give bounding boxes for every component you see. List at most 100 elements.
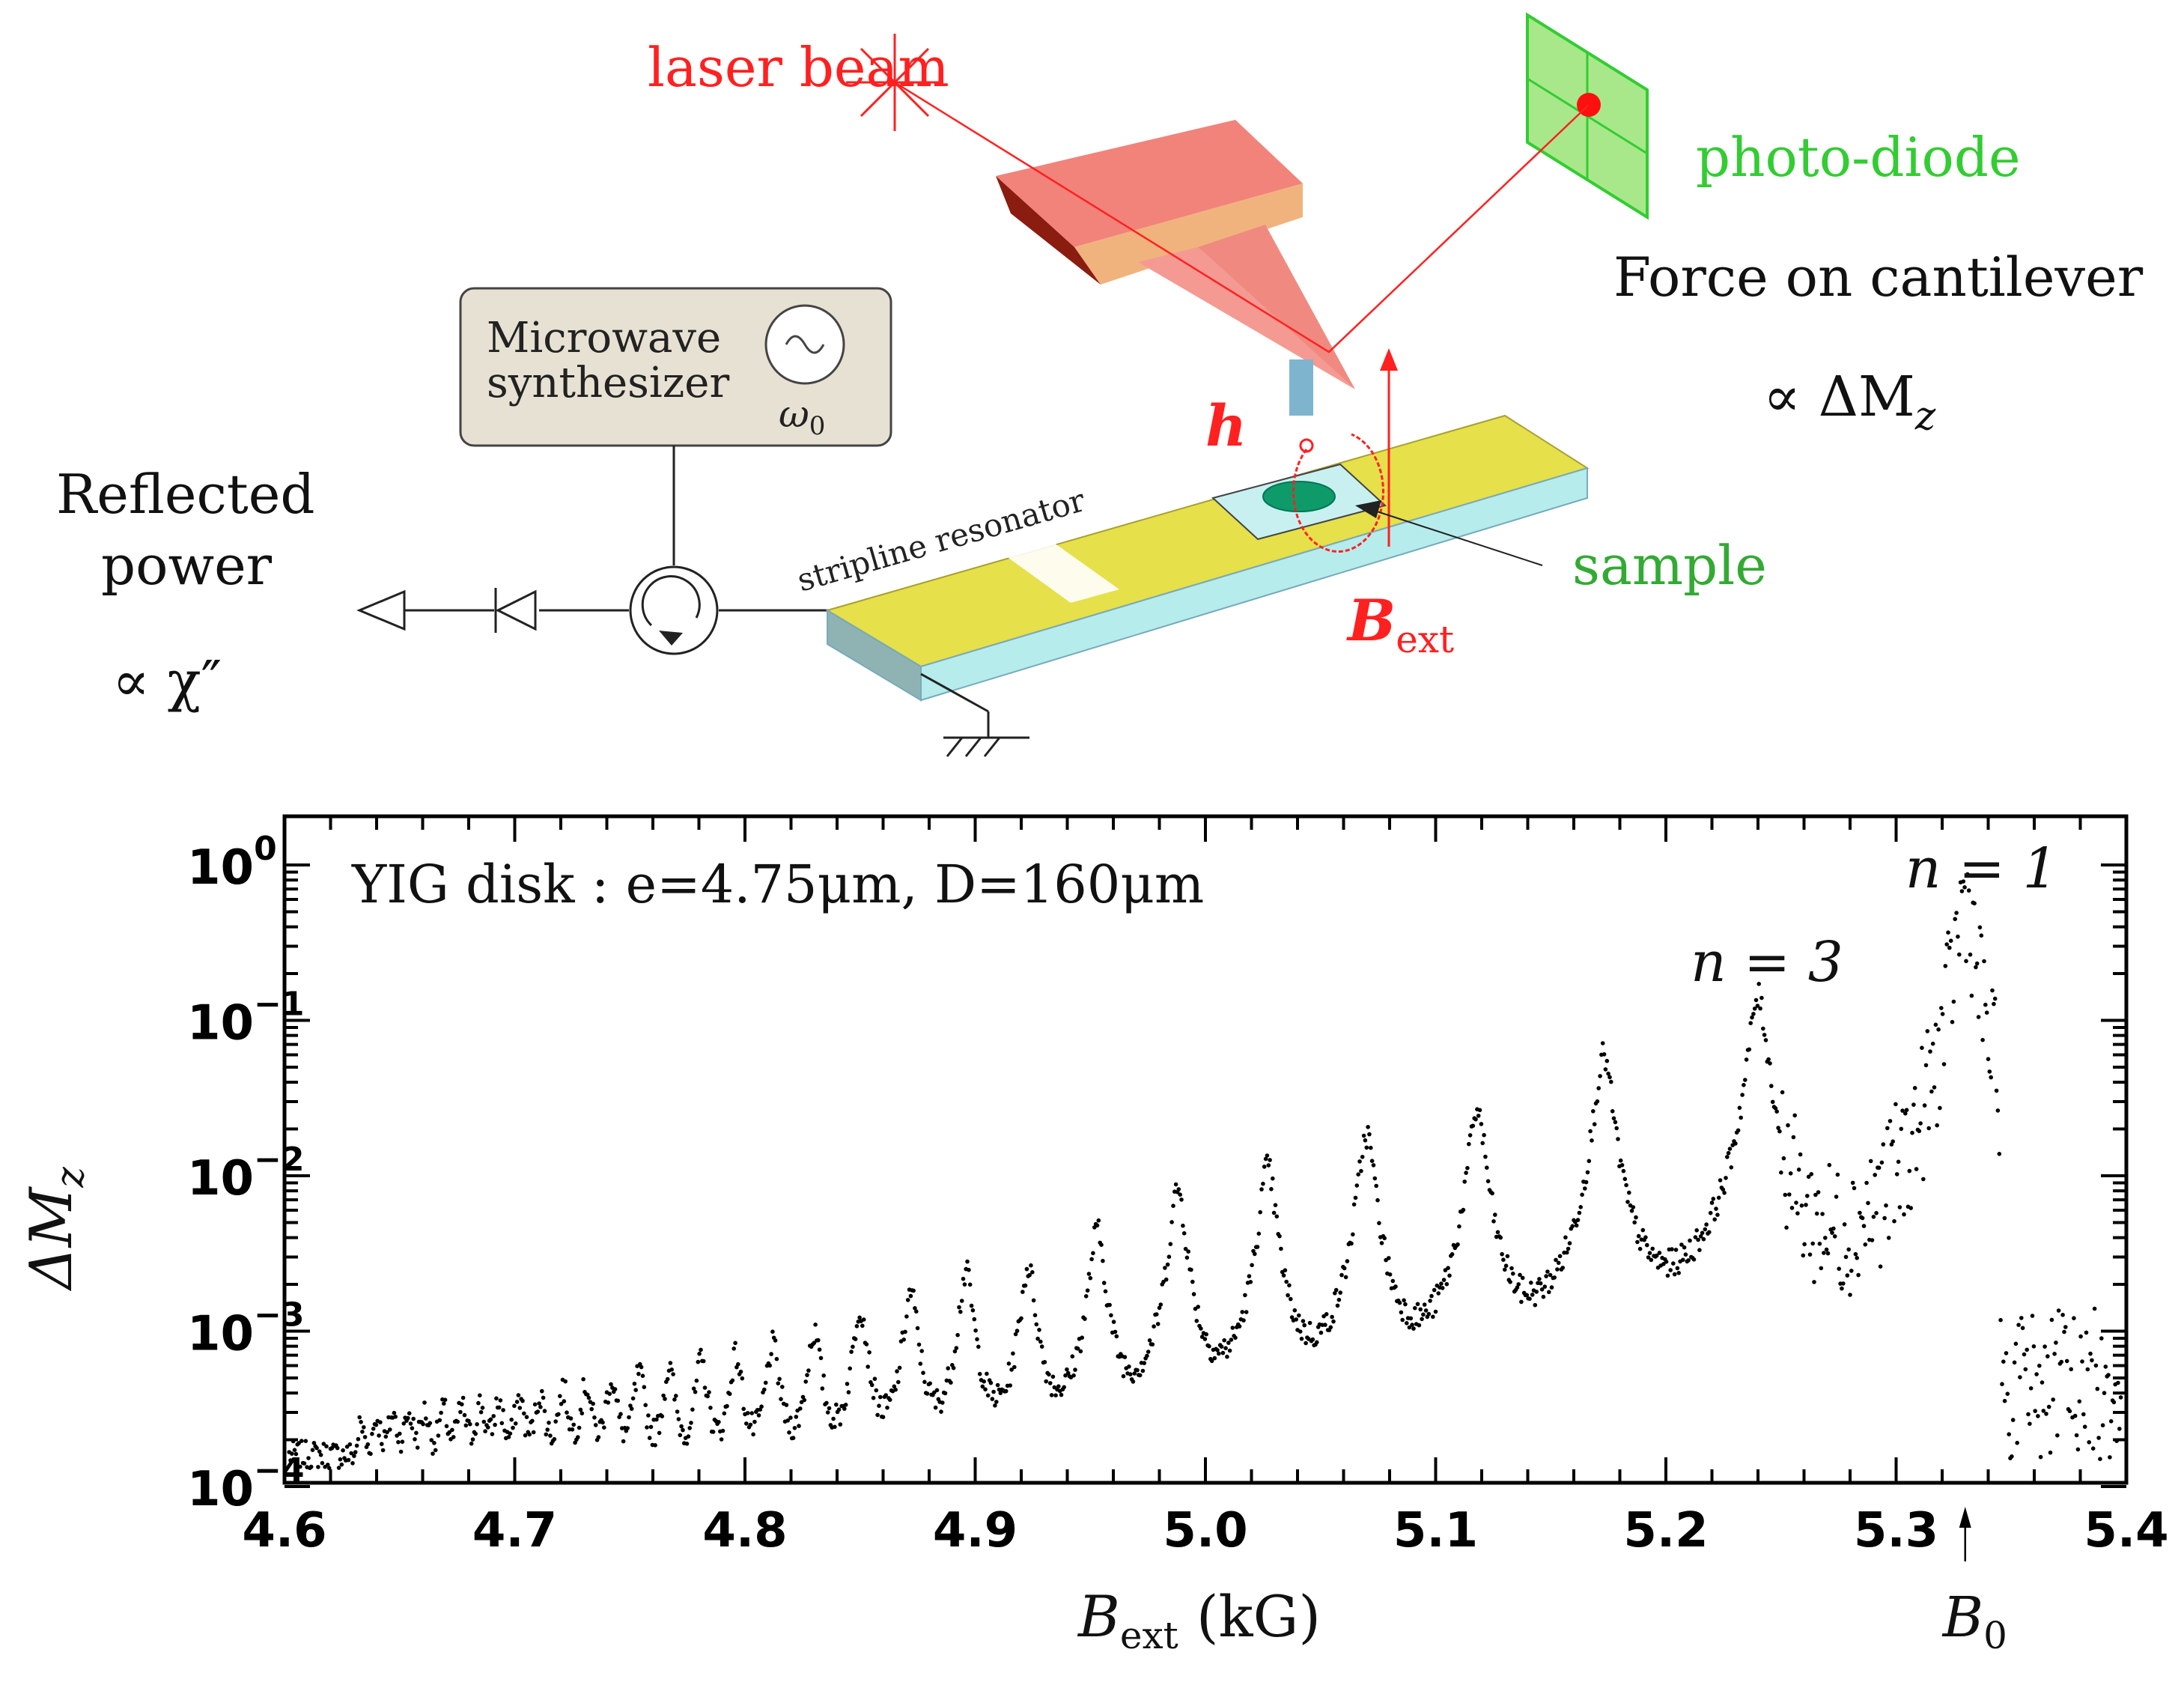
data-point bbox=[763, 1380, 768, 1385]
data-point bbox=[1560, 1266, 1565, 1270]
data-point bbox=[1157, 1305, 1162, 1311]
data-point bbox=[2001, 1359, 2006, 1364]
data-point bbox=[1212, 1355, 1217, 1361]
data-point bbox=[2082, 1424, 2087, 1429]
plot-frame bbox=[282, 814, 2129, 1485]
data-point bbox=[1351, 1232, 1355, 1237]
data-point bbox=[995, 1382, 1000, 1388]
data-point bbox=[2090, 1446, 2096, 1451]
data-point bbox=[681, 1427, 685, 1433]
data-point bbox=[1951, 999, 1956, 1004]
data-point bbox=[1351, 1202, 1357, 1207]
data-point bbox=[421, 1421, 425, 1427]
data-point bbox=[797, 1424, 801, 1428]
data-point bbox=[1845, 1273, 1850, 1278]
data-point bbox=[380, 1442, 384, 1446]
data-point bbox=[707, 1390, 711, 1394]
data-point bbox=[834, 1402, 839, 1407]
data-point bbox=[586, 1395, 591, 1400]
data-point bbox=[817, 1347, 822, 1352]
data-point bbox=[1792, 1113, 1797, 1118]
data-point bbox=[565, 1410, 569, 1415]
data-point bbox=[1609, 1079, 1613, 1084]
data-point bbox=[1607, 1075, 1612, 1080]
data-point bbox=[442, 1397, 448, 1402]
data-point bbox=[1020, 1290, 1025, 1294]
data-point bbox=[527, 1432, 532, 1437]
data-point bbox=[1554, 1257, 1558, 1263]
data-point bbox=[336, 1466, 341, 1470]
sample-label: sample bbox=[1572, 534, 1767, 597]
data-point bbox=[1529, 1281, 1533, 1285]
data-point bbox=[965, 1259, 970, 1264]
data-point bbox=[1297, 1313, 1301, 1318]
data-point bbox=[1729, 1165, 1734, 1170]
data-point bbox=[880, 1415, 886, 1419]
data-point bbox=[820, 1386, 825, 1391]
data-point bbox=[821, 1373, 826, 1378]
data-point bbox=[499, 1421, 505, 1426]
data-point bbox=[805, 1373, 809, 1377]
data-point bbox=[2031, 1344, 2037, 1349]
data-point bbox=[1049, 1393, 1054, 1397]
data-point bbox=[410, 1426, 415, 1430]
data-point bbox=[1145, 1353, 1149, 1358]
data-point bbox=[1343, 1275, 1348, 1280]
data-point bbox=[1799, 1203, 1804, 1208]
data-point bbox=[1302, 1323, 1307, 1328]
data-point bbox=[1369, 1159, 1375, 1163]
data-point bbox=[1831, 1226, 1836, 1231]
data-point bbox=[1968, 952, 1973, 957]
data-point bbox=[548, 1433, 553, 1438]
data-point bbox=[1271, 1210, 1277, 1215]
data-point bbox=[1860, 1215, 1865, 1221]
data-point bbox=[2074, 1433, 2079, 1438]
data-point bbox=[787, 1430, 791, 1435]
data-point bbox=[486, 1425, 490, 1430]
data-point bbox=[2092, 1306, 2097, 1311]
data-point bbox=[1243, 1293, 1247, 1298]
data-point bbox=[1716, 1195, 1721, 1200]
data-point bbox=[317, 1449, 322, 1454]
data-point bbox=[1874, 1211, 1879, 1215]
data-point bbox=[414, 1430, 419, 1436]
data-point bbox=[1503, 1267, 1507, 1272]
data-point bbox=[969, 1303, 974, 1308]
synth-omega-label: ω0 bbox=[779, 392, 825, 441]
data-point bbox=[556, 1412, 561, 1417]
y-tick-label: 10−1 bbox=[187, 986, 305, 1051]
data-point bbox=[478, 1393, 482, 1397]
data-point bbox=[794, 1415, 799, 1419]
data-point bbox=[976, 1344, 981, 1350]
data-point bbox=[1402, 1298, 1406, 1303]
data-point bbox=[2100, 1423, 2105, 1427]
data-point bbox=[544, 1432, 549, 1437]
data-point bbox=[1253, 1251, 1257, 1257]
data-point bbox=[2028, 1421, 2032, 1426]
data-point bbox=[1595, 1099, 1600, 1104]
data-point bbox=[2051, 1397, 2055, 1402]
data-point bbox=[1817, 1242, 1822, 1246]
y-tick-label: 10−3 bbox=[187, 1296, 305, 1362]
data-point bbox=[777, 1376, 782, 1382]
data-point bbox=[1884, 1203, 1888, 1208]
data-point bbox=[630, 1396, 636, 1401]
data-point bbox=[740, 1376, 745, 1381]
data-point bbox=[298, 1464, 302, 1469]
data-point bbox=[1743, 1078, 1747, 1082]
data-point bbox=[1473, 1117, 1478, 1122]
data-point bbox=[1031, 1298, 1036, 1303]
data-point bbox=[460, 1402, 464, 1406]
data-point bbox=[2084, 1330, 2089, 1335]
data-point bbox=[1773, 1106, 1778, 1111]
data-point bbox=[1387, 1256, 1391, 1260]
data-point bbox=[1397, 1300, 1402, 1305]
data-point bbox=[1982, 959, 1986, 964]
data-point bbox=[1511, 1271, 1515, 1276]
data-point bbox=[1794, 1200, 1798, 1205]
data-point bbox=[1784, 1225, 1789, 1230]
data-point bbox=[592, 1415, 597, 1420]
data-point bbox=[2103, 1364, 2108, 1369]
data-point bbox=[1994, 1088, 1999, 1093]
data-point bbox=[1980, 1037, 1985, 1042]
